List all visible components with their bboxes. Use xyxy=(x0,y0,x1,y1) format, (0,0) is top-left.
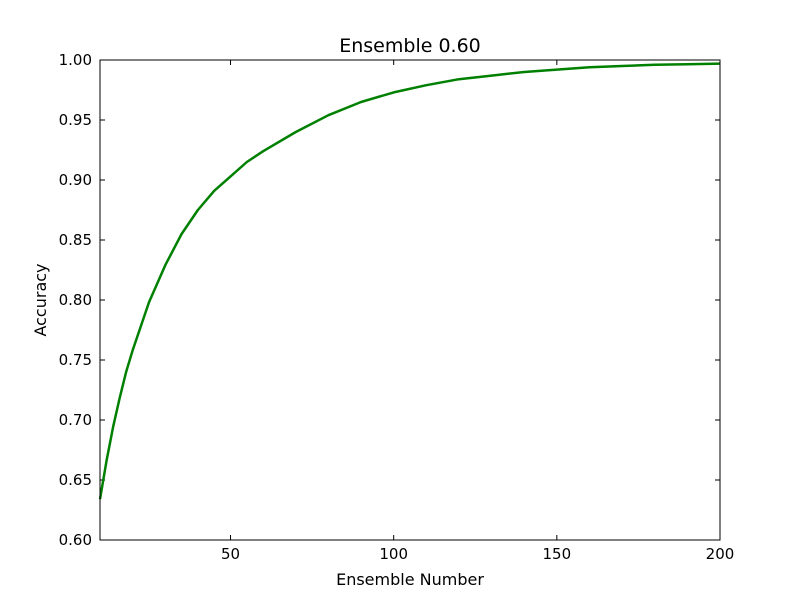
x-tick-label-0: 50 xyxy=(221,545,240,563)
y-tick-label-3: 0.75 xyxy=(59,351,92,369)
y-tick-label-6: 0.90 xyxy=(59,171,92,189)
tick-labels: 50 100 150 200 0.60 0.65 0.70 0.75 0.80 0.85 0.90 0… xyxy=(59,51,735,563)
y-tick-label-1: 0.65 xyxy=(59,471,92,489)
chart-title: Ensemble 0.60 xyxy=(339,35,481,57)
y-tick-label-4: 0.80 xyxy=(59,291,92,309)
x-tick-label-3: 200 xyxy=(706,545,735,563)
y-tick-label-8: 1.00 xyxy=(59,51,92,69)
plot-frame xyxy=(99,59,721,541)
series-layer xyxy=(98,62,721,500)
y-tick-label-2: 0.70 xyxy=(59,411,92,429)
x-tick-label-2: 150 xyxy=(543,545,572,563)
y-tick-label-0: 0.60 xyxy=(59,531,92,549)
series-line-0 xyxy=(98,62,721,500)
y-tick-label-5: 0.85 xyxy=(59,231,92,249)
y-axis-title: Accuracy xyxy=(31,263,50,336)
x-tick-label-1: 100 xyxy=(379,545,408,563)
x-axis-title: Ensemble Number xyxy=(336,570,484,589)
y-tick-label-7: 0.95 xyxy=(59,111,92,129)
